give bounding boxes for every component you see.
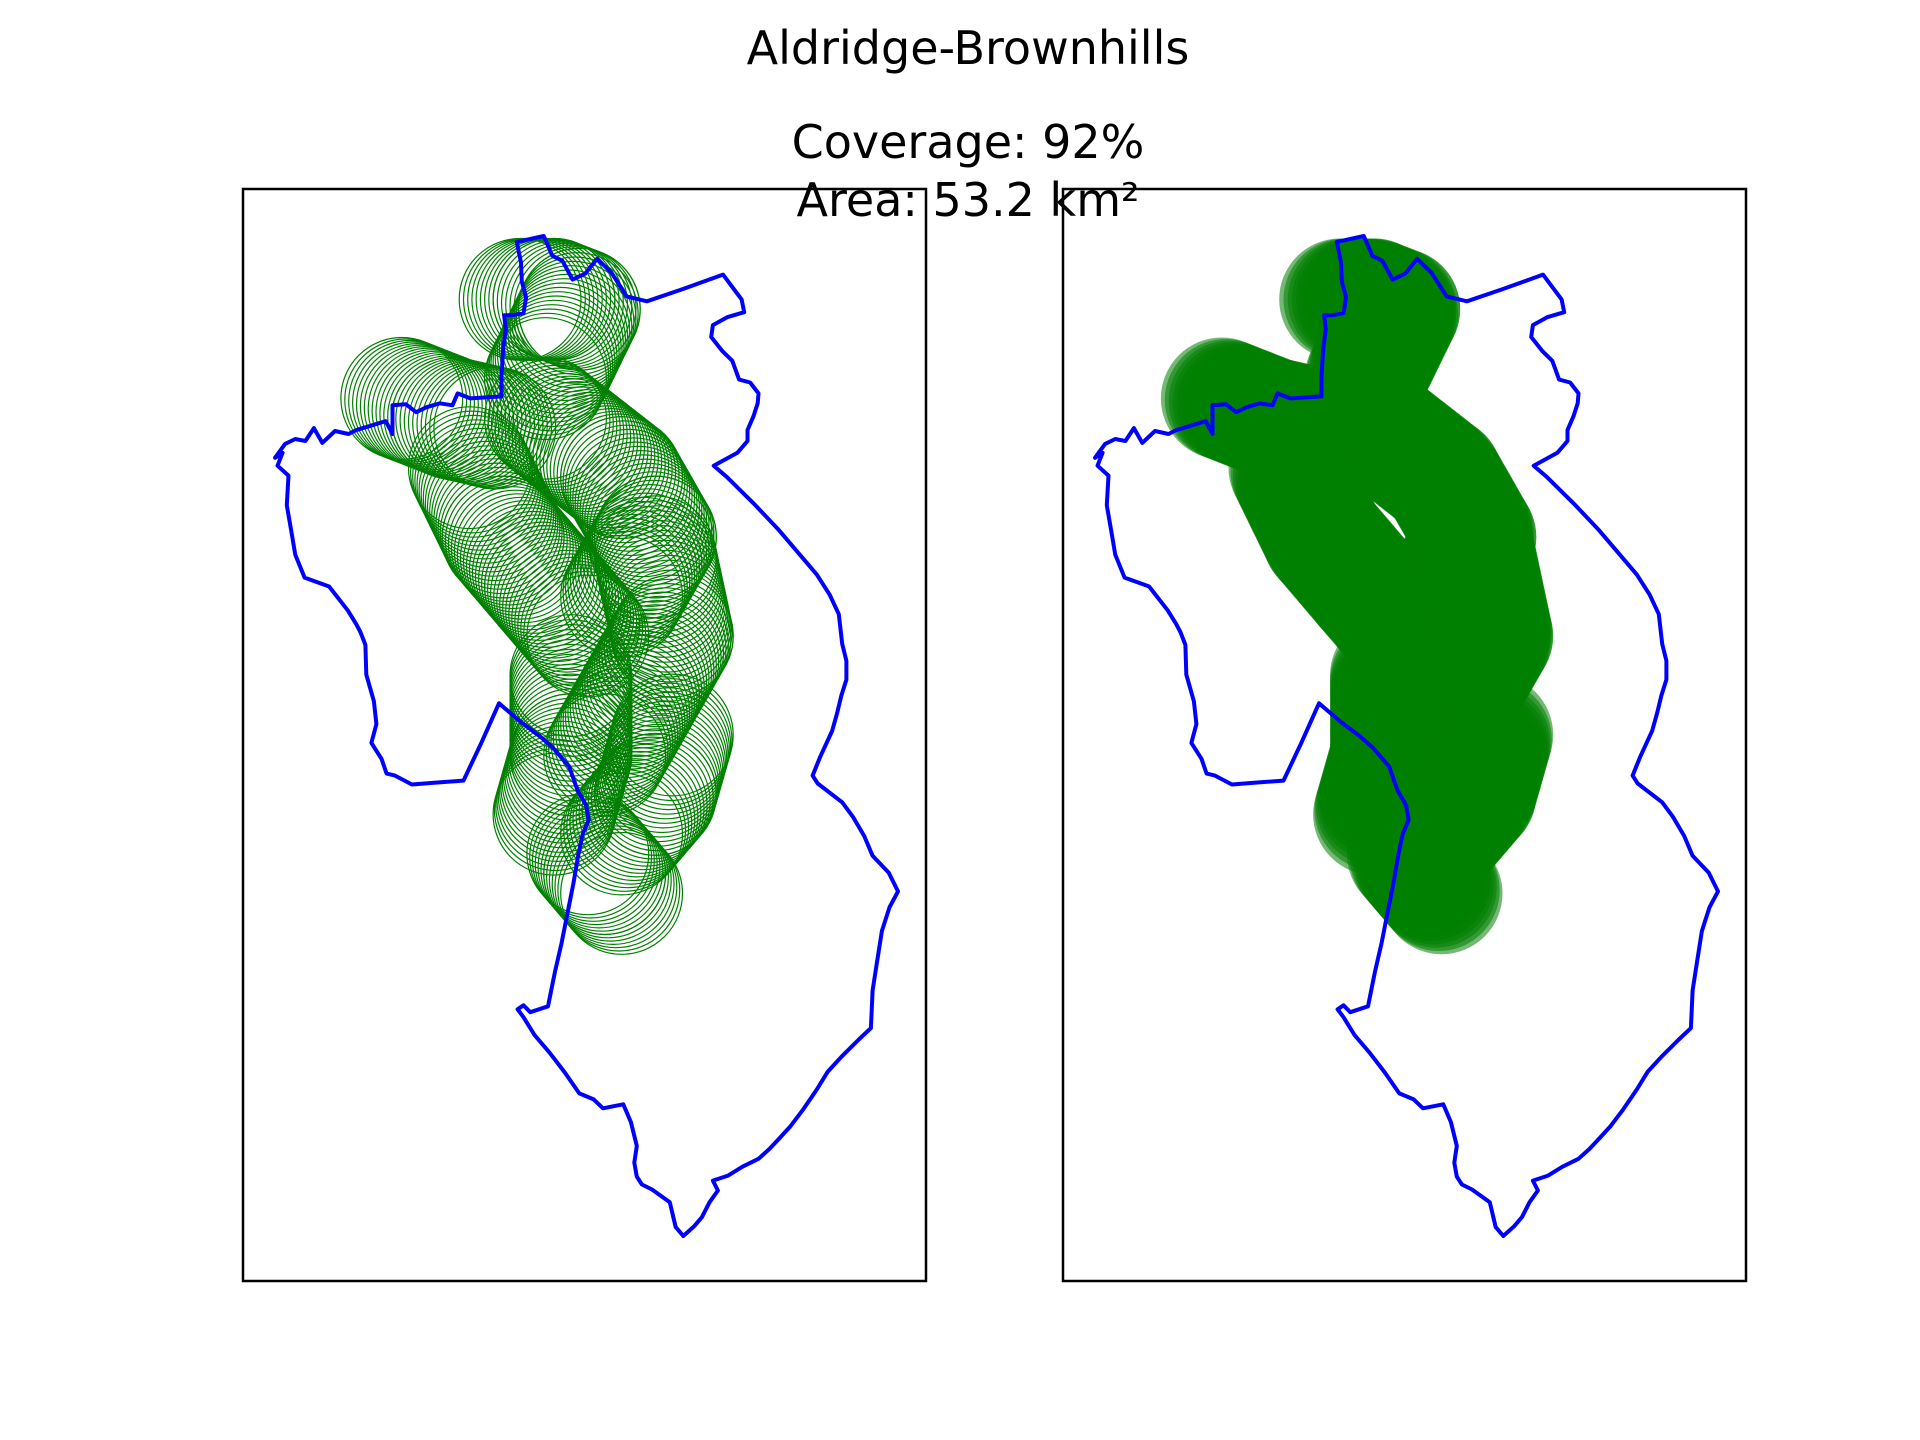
coverage-circle <box>498 286 622 410</box>
coverage-circle <box>492 752 616 876</box>
coverage-circle <box>591 608 715 732</box>
coverage-circle <box>494 295 618 419</box>
coverage-circle <box>545 815 669 939</box>
coverage-circle <box>593 475 717 599</box>
coverage-circle <box>531 798 655 922</box>
coverage-circle <box>548 818 672 942</box>
coverage-circle <box>605 691 729 815</box>
coverage-circle <box>493 535 617 659</box>
coverage-circle <box>575 754 699 878</box>
coverage-circle <box>562 530 686 654</box>
coverage-circle <box>590 736 714 860</box>
coverage-circle <box>602 700 726 824</box>
coverage-circle <box>529 795 653 919</box>
coverage-circle <box>540 808 664 932</box>
coverage-circle <box>567 522 691 646</box>
coverage-circle <box>496 291 620 415</box>
coverage-circle <box>605 582 729 706</box>
coverage-circle <box>562 420 686 544</box>
figure-title: Aldridge-Brownhills <box>747 21 1190 75</box>
coverage-circle <box>557 828 681 952</box>
coverage-circle <box>567 428 691 552</box>
coverage-circles-filled <box>1160 238 1554 955</box>
coverage-circle <box>560 831 684 955</box>
coverage-circle <box>340 336 464 460</box>
coverage-circle <box>551 821 675 945</box>
coverage-circle <box>348 339 472 463</box>
coverage-circle <box>437 466 561 590</box>
coverage-circle <box>576 633 700 757</box>
coverage-circle <box>578 750 702 874</box>
coverage-label: Coverage: 92% <box>792 115 1145 169</box>
coverage-circle <box>363 346 487 470</box>
coverage-circle <box>554 825 678 949</box>
coverage-circle <box>433 458 557 582</box>
coverage-circle <box>416 362 540 486</box>
coverage-circle <box>569 517 693 641</box>
left-panel <box>241 187 928 1283</box>
coverage-circle <box>593 604 717 728</box>
coverage-circle <box>586 462 710 586</box>
coverage-circle <box>490 532 614 656</box>
coverage-circle <box>560 416 684 540</box>
coverage-circle <box>610 673 734 797</box>
coverage-circle <box>508 553 632 677</box>
coverage-circle <box>584 621 708 745</box>
boundary-outline <box>1093 234 1720 1238</box>
coverage-circle <box>537 805 661 929</box>
coverage-circle <box>426 445 550 569</box>
coverage-circle <box>608 682 732 806</box>
coverage-circle <box>420 363 544 487</box>
boundary-outline <box>273 234 900 1238</box>
coverage-circle <box>587 740 711 864</box>
coverage-circle <box>526 792 650 916</box>
coverage-circle <box>553 410 677 534</box>
coverage-circle <box>497 734 621 858</box>
coverage-circle <box>424 440 548 564</box>
coverage-circle <box>375 350 499 474</box>
coverage-circle <box>607 559 731 683</box>
coverage-circle <box>608 578 732 702</box>
coverage-circle <box>604 696 728 820</box>
coverage-disc <box>1431 674 1554 796</box>
area-label: Area: 53.2 km² <box>797 173 1140 227</box>
coverage-circle <box>606 554 730 678</box>
coverage-circle <box>606 687 730 811</box>
coverage-circle <box>496 738 620 862</box>
coverage-circle <box>481 521 605 645</box>
coverage-circle <box>579 500 703 624</box>
coverage-circle <box>589 612 713 736</box>
coverage-circle <box>598 595 722 719</box>
coverage-circle <box>344 338 468 462</box>
coverage-circle <box>549 408 673 532</box>
coverage-circle <box>508 375 632 499</box>
coverage-circle <box>586 616 710 740</box>
coverage-circle <box>564 424 688 548</box>
coverage-circle <box>495 743 619 867</box>
coverage-circle <box>560 772 684 896</box>
coverage-circle <box>596 599 720 723</box>
coverage-circle <box>534 802 658 926</box>
coverage-circles-outline <box>340 237 734 955</box>
coverage-circle <box>484 524 608 648</box>
coverage-disc <box>1380 832 1503 955</box>
coverage-circle <box>500 282 624 406</box>
coverage-circle <box>496 239 620 363</box>
coverage-circle <box>383 353 507 477</box>
coverage-circle <box>526 574 650 698</box>
coverage-circle <box>563 768 687 892</box>
coverage-circle <box>543 812 667 936</box>
coverage-circle <box>609 678 733 802</box>
right-panel <box>1061 187 1748 1283</box>
